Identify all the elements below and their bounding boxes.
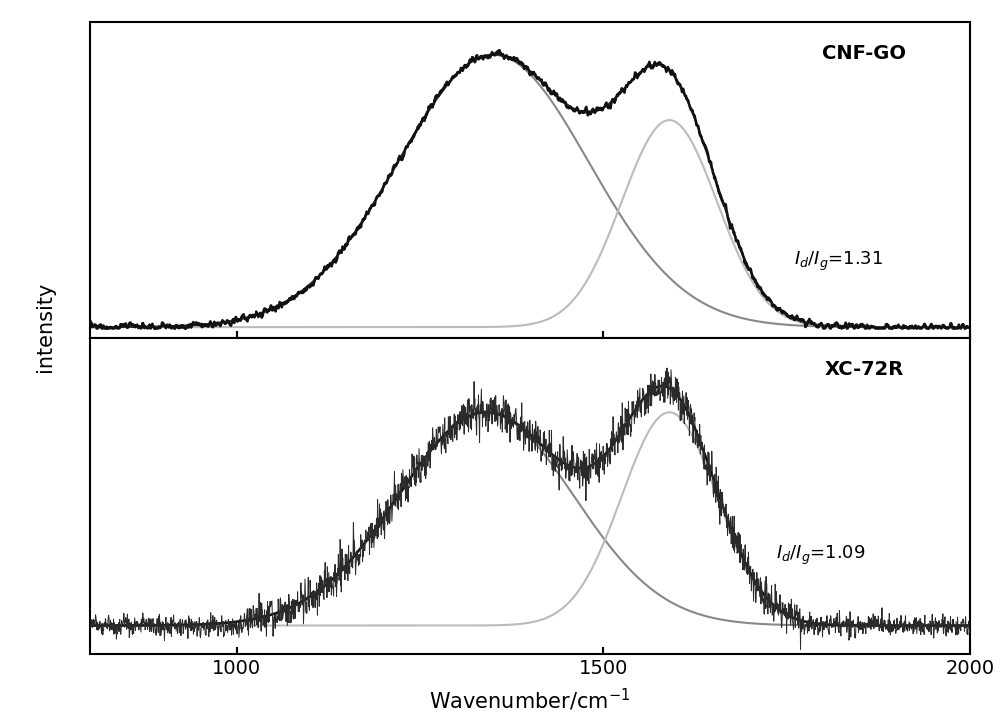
- Text: $I_d/I_g$=1.09: $I_d/I_g$=1.09: [776, 544, 866, 567]
- Text: $I_d/I_g$=1.31: $I_d/I_g$=1.31: [794, 249, 883, 273]
- Text: XC-72R: XC-72R: [825, 360, 904, 379]
- X-axis label: Wavenumber/cm$^{-1}$: Wavenumber/cm$^{-1}$: [429, 686, 631, 712]
- Text: CNF-GO: CNF-GO: [822, 44, 906, 63]
- Text: intensity: intensity: [35, 282, 55, 372]
